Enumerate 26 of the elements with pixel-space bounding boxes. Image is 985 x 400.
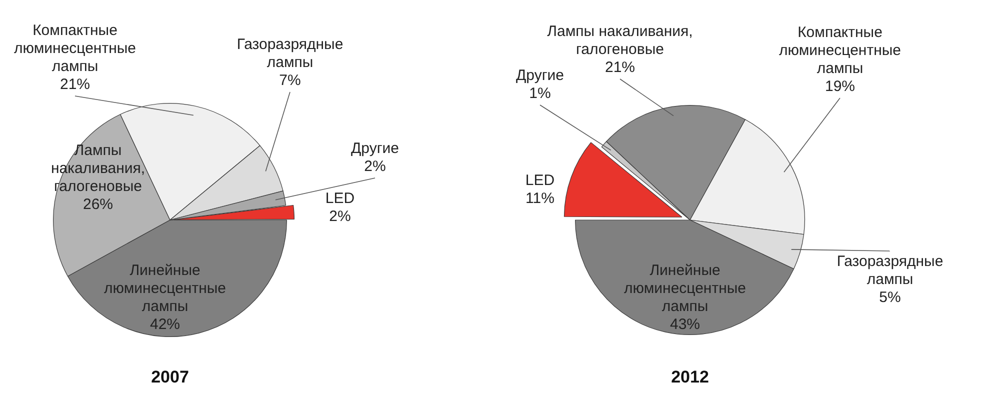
- slice-label: LED: [325, 190, 355, 208]
- data-label: 2%: [364, 158, 386, 176]
- data-label: 5%: [879, 289, 901, 306]
- data-label: 26%: [82, 196, 114, 214]
- data-label: 11%: [526, 190, 554, 208]
- slice-label: Линейные люминесцентные лампы: [104, 262, 226, 316]
- data-label: 42%: [150, 316, 180, 334]
- slice-label: Другие: [516, 67, 564, 84]
- data-label: 1%: [529, 85, 551, 102]
- text: 2007: [151, 368, 189, 387]
- data-label: 43%: [670, 316, 700, 334]
- slice-label: Лампы накаливания, галогеновые: [50, 142, 146, 196]
- slice-label: Компактные люминесцентные лампы: [14, 22, 136, 76]
- slice-label: Линейные люминесцентные лампы: [624, 262, 746, 316]
- text: 2012: [671, 368, 709, 387]
- data-label: 7%: [279, 72, 301, 90]
- slice-label: Лампы накаливания, галогеновые: [547, 23, 693, 58]
- slice-label: Компактные люминесцентные лампы: [779, 24, 901, 78]
- data-label: 21%: [60, 76, 90, 94]
- slice-label: Газоразрядные лампы: [236, 36, 344, 72]
- slice-label: LED: [525, 172, 555, 190]
- data-label: 21%: [604, 59, 636, 76]
- slice-label: Другие: [350, 140, 400, 158]
- data-label: 19%: [824, 78, 856, 96]
- data-label: 2%: [329, 208, 351, 226]
- slice-label: Газоразрядные лампы: [836, 253, 944, 288]
